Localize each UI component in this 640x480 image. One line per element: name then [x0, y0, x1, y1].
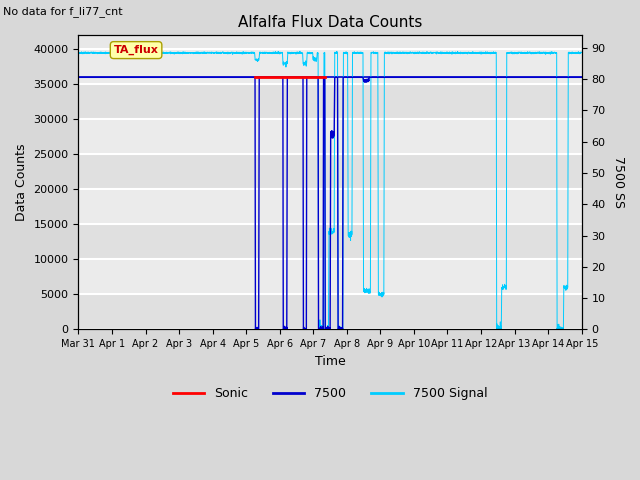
Title: Alfalfa Flux Data Counts: Alfalfa Flux Data Counts — [238, 15, 422, 30]
Bar — [79, 294, 582, 329]
Bar — [79, 155, 582, 189]
Bar — [79, 120, 582, 155]
Y-axis label: Data Counts: Data Counts — [15, 144, 28, 221]
Bar — [79, 49, 582, 84]
Bar — [79, 259, 582, 294]
X-axis label: Time: Time — [315, 355, 346, 368]
Bar — [79, 84, 582, 120]
Text: TA_flux: TA_flux — [114, 45, 159, 55]
Bar — [79, 224, 582, 259]
Legend: Sonic, 7500, 7500 Signal: Sonic, 7500, 7500 Signal — [168, 383, 492, 406]
Bar — [79, 189, 582, 224]
Text: No data for f_li77_cnt: No data for f_li77_cnt — [3, 6, 123, 17]
Y-axis label: 7500 SS: 7500 SS — [612, 156, 625, 208]
